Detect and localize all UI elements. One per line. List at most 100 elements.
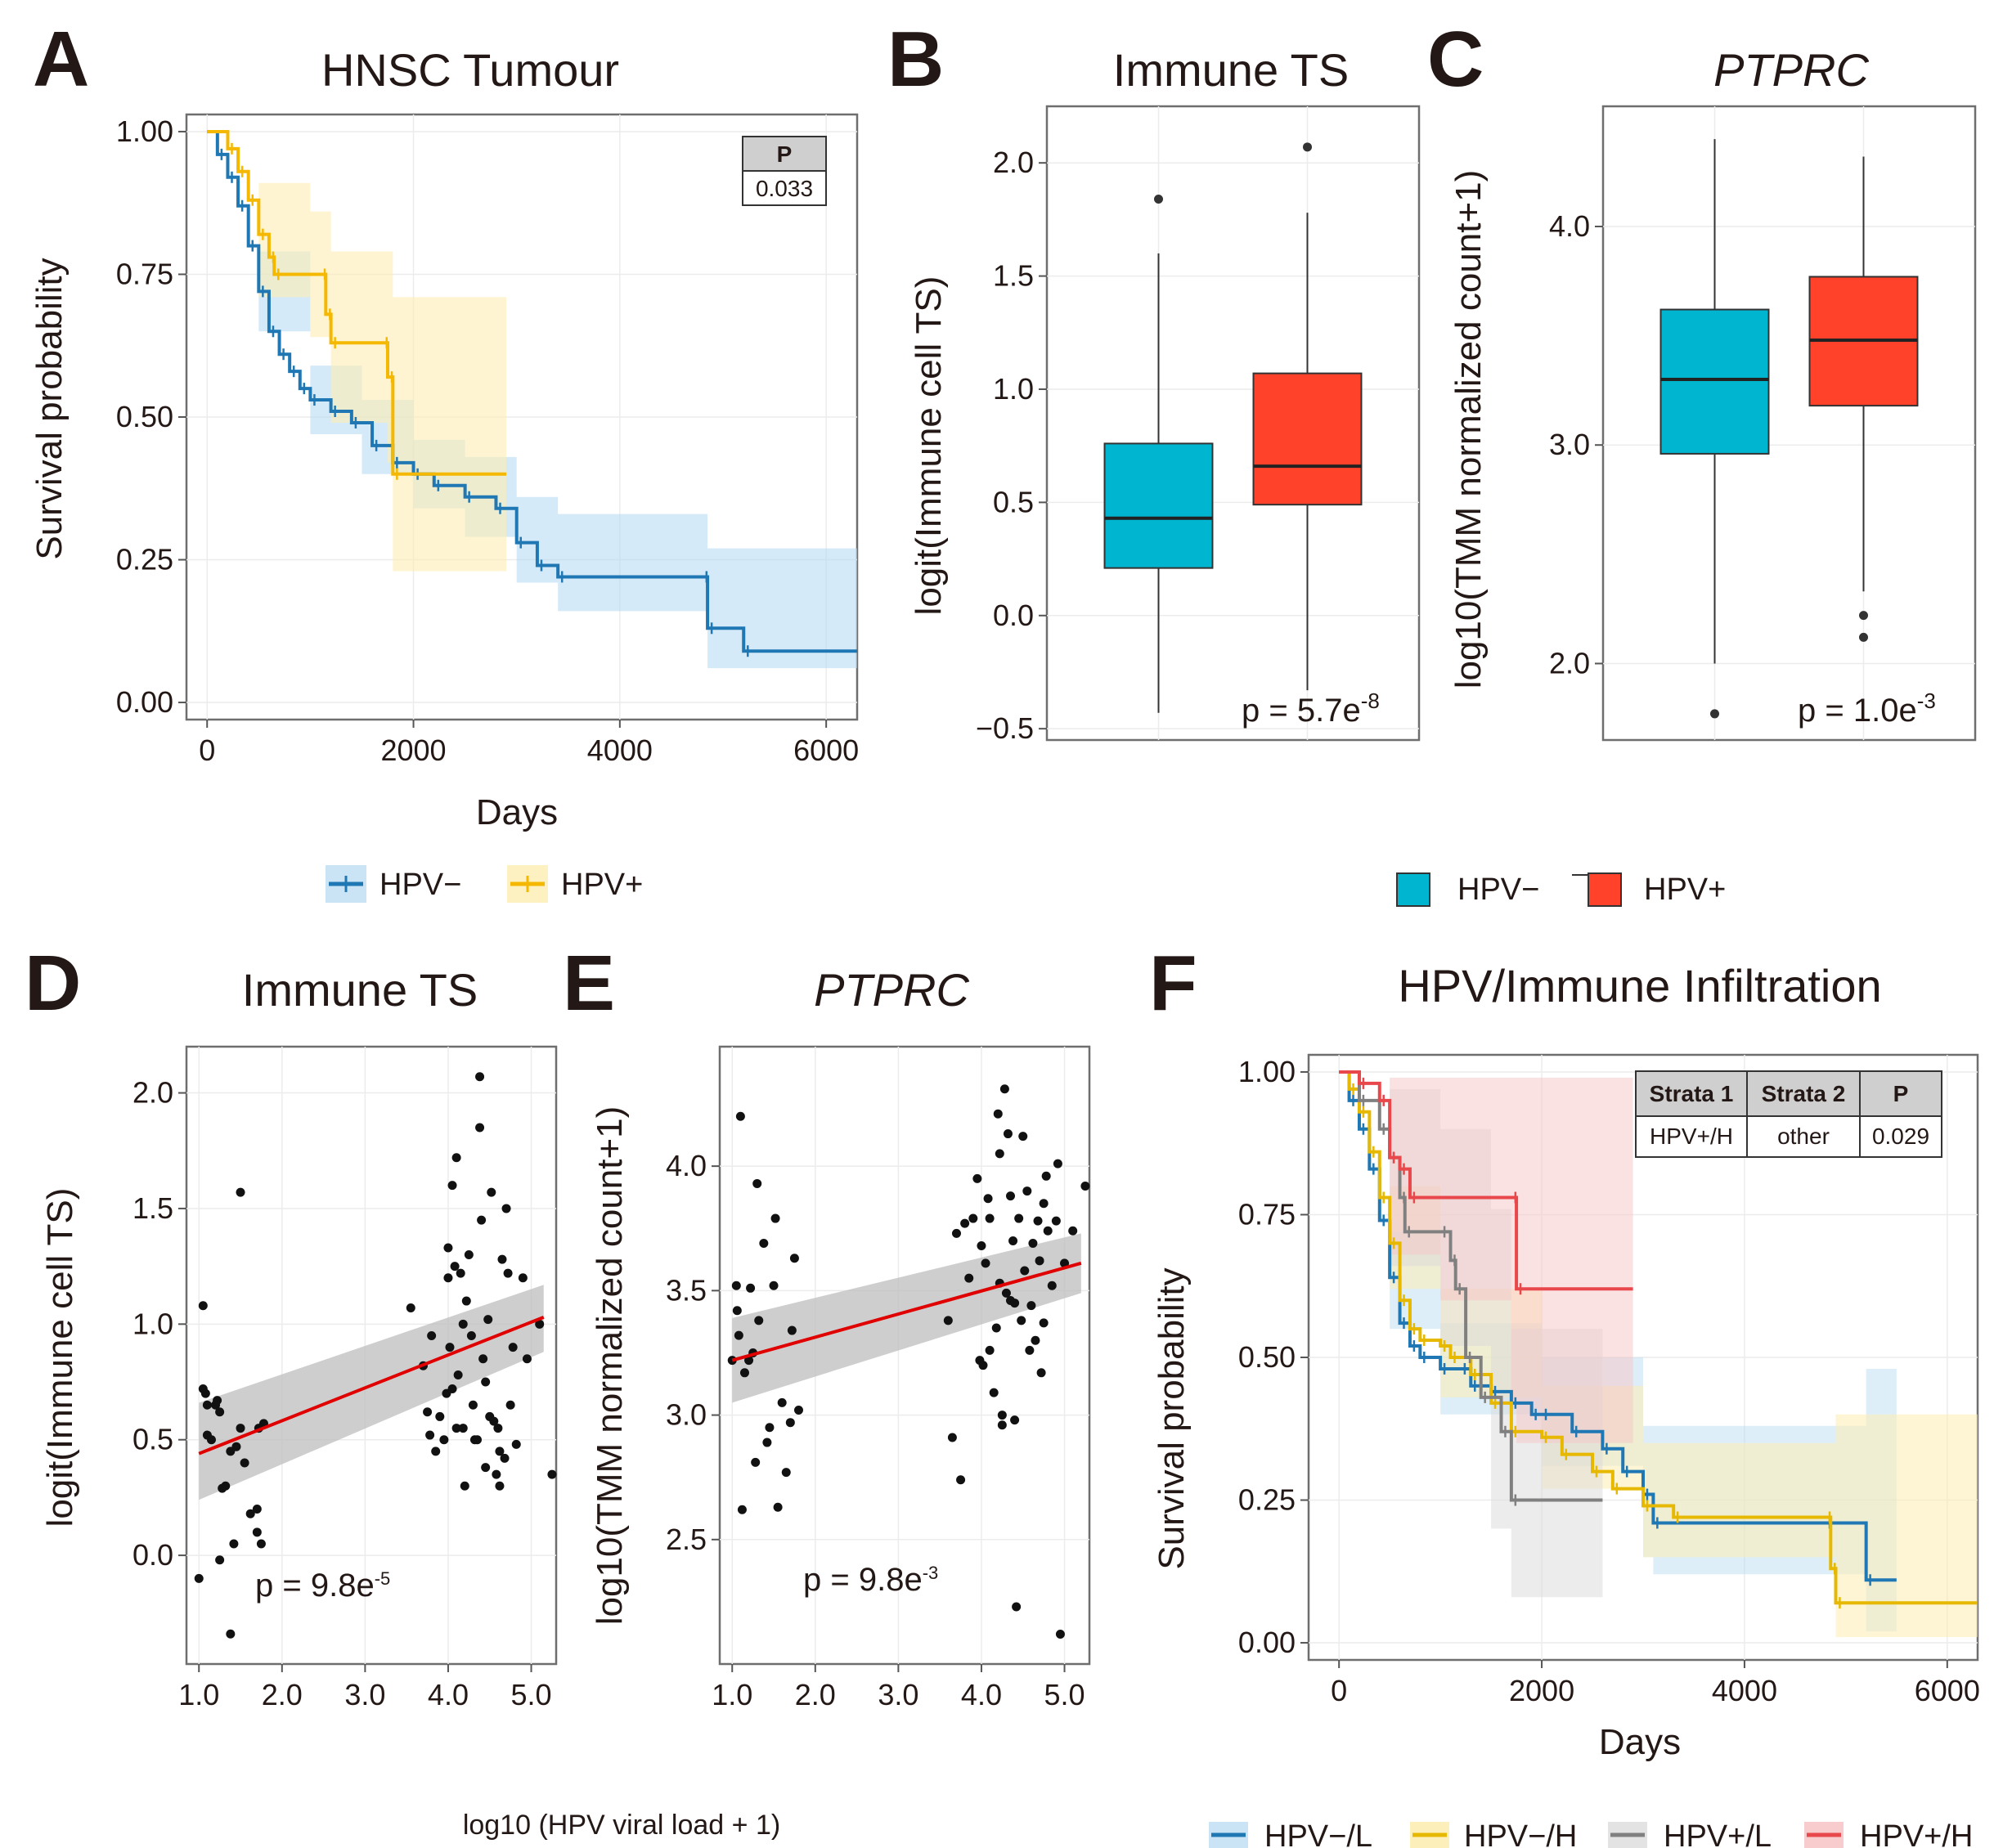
panel-e-data-point — [752, 1178, 762, 1188]
panel-d-data-point — [475, 1072, 485, 1082]
panel-d-regression-line — [198, 1315, 545, 1456]
panel-d-data-point — [481, 1463, 491, 1473]
panel-d-data-point — [547, 1469, 557, 1479]
panel-f-ci-hpv-neg-h — [1339, 1071, 1978, 1638]
panel-f-xtick-label: 6000 — [1915, 1674, 1980, 1707]
panel-f-ytick-label: 0.25 — [1238, 1483, 1296, 1517]
panel-b-ylabel: logit(Immune cell TS) — [909, 276, 949, 616]
panel-f-curve-hpv-neg-h — [1339, 1070, 1978, 1605]
panel-d-data-point — [215, 1407, 225, 1417]
panel-d-data-point — [460, 1481, 469, 1491]
panel-d-data-point — [406, 1303, 415, 1313]
panel-e: E PTPRC log10(TMM normalized count+1) 2.… — [563, 940, 1091, 1711]
panel-a-ytick-label: 1.00 — [116, 114, 173, 148]
panel-f-ytick-label: 0.00 — [1238, 1626, 1296, 1659]
panel-e-data-point — [977, 1241, 986, 1251]
panel-d-data-point — [445, 1343, 455, 1352]
panel-e-data-point — [762, 1438, 772, 1447]
panel-b-title: Immune TS — [1113, 44, 1349, 96]
panel-d-data-point — [447, 1384, 457, 1394]
panel-b-pvalue-exp: -8 — [1361, 689, 1380, 713]
panel-a-legend: HPV− HPV+ — [326, 865, 643, 903]
panel-c-pvalue-base: p = 1.0e — [1798, 693, 1917, 729]
panel-f-ytick-label: 0.75 — [1238, 1197, 1296, 1231]
panel-e-data-point — [751, 1457, 761, 1467]
panel-f-ci-hpv-pos-h — [1339, 1071, 1633, 1443]
panel-e-data-point — [1043, 1226, 1053, 1236]
panel-d-data-point — [447, 1181, 457, 1191]
panel-c-title: PTPRC — [1713, 44, 1869, 96]
panel-e-data-point — [785, 1418, 795, 1428]
panel-d-data-point — [497, 1254, 507, 1264]
panel-e-ytick-label: 2.5 — [666, 1523, 707, 1556]
panel-d-data-point — [221, 1481, 231, 1491]
panel-c-box-hpv-neg-outlier — [1710, 709, 1719, 719]
panel-f-xtick-label: 0 — [1331, 1674, 1347, 1707]
panel-d-data-point — [508, 1343, 518, 1352]
panel-d-data-point — [475, 1123, 485, 1133]
legend-f-1-label: HPV−/L — [1264, 1819, 1372, 1848]
panel-e-data-point — [769, 1281, 779, 1290]
panel-e-data-point — [960, 1218, 970, 1228]
bc-legend: HPV− HPV+ — [1396, 872, 1726, 907]
panel-e-data-point — [1012, 1602, 1022, 1612]
panel-d-data-point — [492, 1469, 501, 1479]
panel-e-data-point — [1033, 1216, 1043, 1226]
panel-e-data-point — [964, 1273, 974, 1283]
f-table-header-3: P — [1893, 1081, 1909, 1106]
panel-d-data-point — [503, 1268, 513, 1278]
panel-e-data-point — [943, 1316, 953, 1325]
panel-d-data-point — [501, 1204, 511, 1213]
panel-d-data-point — [458, 1319, 468, 1329]
panel-e-data-point — [1039, 1199, 1049, 1209]
panel-d-data-point — [505, 1400, 515, 1410]
p-table-value: 0.033 — [756, 176, 813, 201]
panel-d-frame — [185, 1045, 558, 1666]
panel-d-data-point — [439, 1435, 449, 1445]
panel-f-curve-hpv-pos-l — [1339, 1070, 1603, 1502]
panel-d-pvalue: p = 9.8e-5 — [255, 1568, 390, 1604]
f-table-cell-2: other — [1777, 1124, 1830, 1149]
panel-a-ci-hpv-pos — [207, 131, 507, 572]
bc-legend-neg-swatch — [1396, 872, 1430, 907]
panel-e-data-point — [1017, 1316, 1026, 1325]
panel-d-data-point — [500, 1453, 510, 1463]
panel-e-data-point — [983, 1194, 993, 1204]
panel-e-data-point — [1006, 1191, 1016, 1201]
panel-d-data-point — [245, 1509, 255, 1518]
panel-d-data-point — [213, 1396, 222, 1406]
panel-a-ylabel: Survival probability — [29, 258, 70, 559]
panel-d-data-point — [477, 1215, 487, 1225]
panel-f-xtick-label: 2000 — [1509, 1674, 1574, 1707]
p-table-value-cell — [742, 170, 827, 206]
panel-e-xtick-label: 4.0 — [961, 1678, 1002, 1711]
panel-c-box-hpv-pos-outlier — [1859, 611, 1868, 621]
panel-d-data-point — [493, 1424, 503, 1433]
panel-e-data-point — [737, 1505, 747, 1514]
panel-d-data-point — [451, 1153, 461, 1163]
panel-b-ytick-label: 0.0 — [993, 599, 1034, 632]
f-table-c3 — [1859, 1115, 1942, 1158]
panel-d-title: Immune TS — [242, 964, 478, 1016]
panel-b: B Immune TS logit(Immune cell TS) −0.5 0.… — [887, 16, 1421, 745]
panel-e-data-point — [1031, 1335, 1040, 1345]
panel-d-data-point — [483, 1315, 493, 1325]
panel-d-data-point — [481, 1377, 491, 1387]
f-table-h2 — [1746, 1070, 1861, 1117]
panel-d-data-point — [200, 1388, 210, 1398]
panel-a-ci-hpv-neg — [207, 131, 857, 686]
panel-e-data-point — [770, 1213, 780, 1223]
panel-b-ytick-label: 0.5 — [993, 485, 1034, 518]
panel-d-data-point — [511, 1439, 521, 1449]
panel-f-p-table: Strata 1 Strata 2 P HPV+/H other 0.029 — [1635, 1070, 1942, 1158]
panel-d-data-point — [236, 1424, 245, 1433]
panel-d-data-point — [229, 1539, 239, 1549]
panel-d-data-point — [466, 1330, 476, 1340]
panel-letter-b: B — [887, 16, 944, 103]
panel-e-regression-line — [731, 1261, 1082, 1362]
panel-b-plot: −0.5 0.0 0.5 1.0 1.5 2.0 — [976, 105, 1421, 745]
panel-e-ytick-label: 4.0 — [666, 1149, 707, 1182]
panel-d-plot: 0.0 0.5 1.0 1.5 2.0 1.0 2.0 3.0 4.0 5.0 — [132, 1045, 558, 1711]
panel-e-data-point — [1035, 1256, 1044, 1266]
panel-e-data-point — [777, 1397, 787, 1407]
